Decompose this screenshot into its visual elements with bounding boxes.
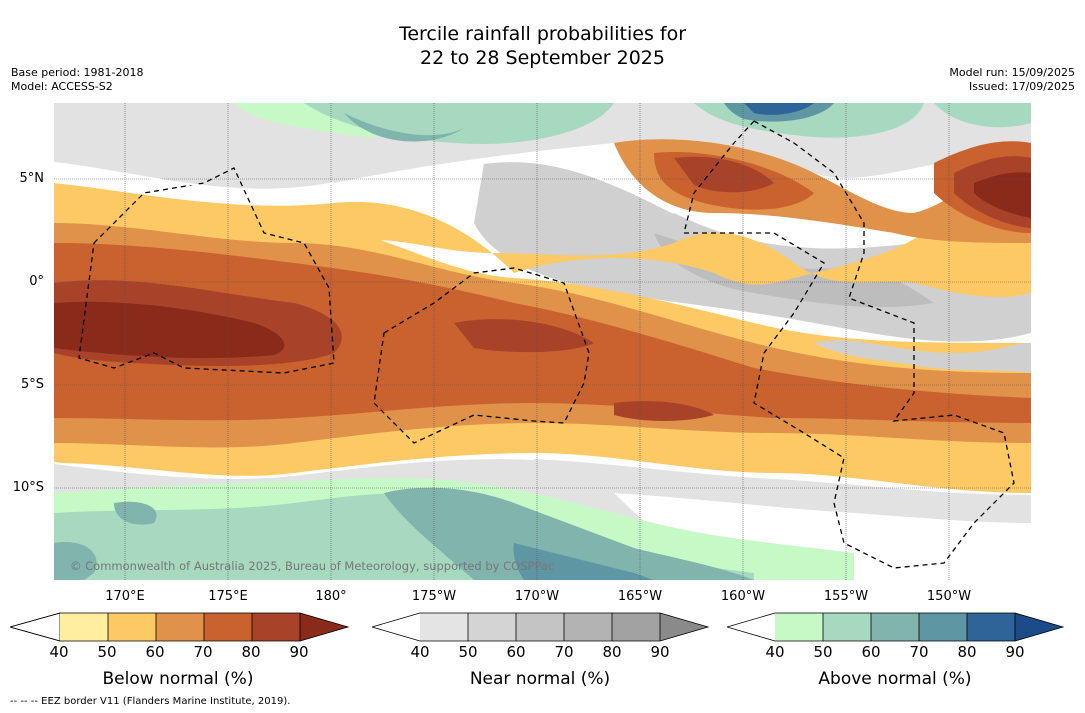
cb-above-90: 90 — [1005, 643, 1025, 661]
model-name: Model: ACCESS-S2 — [11, 80, 113, 93]
map-title-line-2: 22 to 28 September 2025 — [420, 47, 665, 69]
meta-left: Base period: 1981-2018 Model: ACCESS-S2 — [11, 66, 143, 94]
x-tick-155w: 155°W — [823, 589, 869, 604]
meta-right: Model run: 15/09/2025 Issued: 17/09/2025 — [949, 66, 1075, 94]
eez-borders — [78, 120, 1015, 569]
cb-above-50: 50 — [813, 643, 833, 661]
cb-above-40: 40 — [765, 643, 785, 661]
model-run: Model run: 15/09/2025 — [949, 66, 1075, 79]
cb-near-40: 40 — [410, 643, 430, 661]
cb-above-70: 70 — [909, 643, 929, 661]
cb-below-90: 90 — [289, 643, 309, 661]
eez-footnote: -- -- -- EEZ border V11 (Flanders Marine… — [10, 696, 291, 707]
x-tick-170w: 170°W — [514, 589, 560, 604]
above-normal-south-4 — [513, 543, 654, 580]
cb-below-80: 80 — [241, 643, 261, 661]
below-normal-ne-corner-3 — [974, 172, 1031, 218]
contour-highlight — [54, 160, 675, 479]
rainfall-map — [54, 103, 1031, 580]
x-tick-170e: 170°E — [105, 589, 145, 604]
cb-near-60: 60 — [506, 643, 526, 661]
above-normal-south-3 — [384, 487, 754, 580]
below-normal-main-band-7 — [614, 401, 714, 421]
x-tick-175w: 175°W — [411, 589, 457, 604]
colorbar-near-normal — [372, 612, 710, 642]
colorbar-below-normal — [10, 612, 350, 642]
y-tick-5s: 5°S — [20, 377, 44, 392]
base-period: Base period: 1981-2018 — [11, 66, 144, 79]
near-normal-center — [814, 340, 1031, 373]
y-tick-10s: 10°S — [12, 480, 44, 495]
cb-near-70: 70 — [554, 643, 574, 661]
legend-label-near: Near normal (%) — [469, 669, 611, 689]
above-normal-north-6 — [744, 103, 814, 115]
cb-below-40: 40 — [49, 643, 69, 661]
legend-label-above: Above normal (%) — [818, 669, 972, 689]
map-copyright: © Commonwealth of Australia 2025, Bureau… — [70, 559, 555, 573]
cb-above-60: 60 — [861, 643, 881, 661]
x-tick-150w: 150°W — [926, 589, 972, 604]
y-tick-0: 0° — [29, 274, 44, 289]
below-normal-main-band-6 — [454, 319, 594, 353]
cb-below-60: 60 — [145, 643, 165, 661]
colorbar-above-normal — [727, 612, 1065, 642]
x-tick-160w: 160°W — [720, 589, 766, 604]
y-tick-5n: 5°N — [19, 171, 45, 186]
below-normal-north-band — [54, 163, 1031, 298]
cb-near-50: 50 — [458, 643, 478, 661]
above-normal-south-6 — [54, 542, 97, 580]
below-normal-main-band-5 — [54, 301, 285, 359]
legend-label-below: Below normal (%) — [102, 669, 254, 689]
above-normal-north-3 — [344, 113, 464, 142]
issued-date: Issued: 17/09/2025 — [968, 80, 1075, 93]
cb-below-50: 50 — [97, 643, 117, 661]
cb-near-80: 80 — [602, 643, 622, 661]
above-normal-north-2 — [304, 103, 614, 144]
cb-below-70: 70 — [193, 643, 213, 661]
grid-lines — [54, 103, 1031, 580]
map-title-line-1: Tercile rainfall probabilities for — [398, 23, 687, 45]
above-normal-south-5 — [114, 501, 157, 525]
x-tick-165w: 165°W — [617, 589, 663, 604]
below-normal-north-band-4 — [674, 156, 774, 193]
cb-above-80: 80 — [957, 643, 977, 661]
above-normal-north-7 — [934, 103, 1031, 128]
x-tick-180: 180° — [315, 589, 347, 604]
cb-near-90: 90 — [650, 643, 670, 661]
x-tick-175e: 175°E — [208, 589, 248, 604]
